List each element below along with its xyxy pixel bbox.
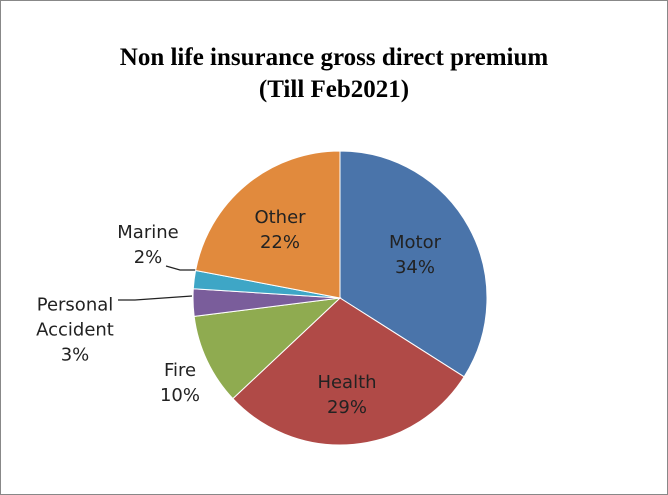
category-label: Health <box>317 372 377 393</box>
value-label: 3% <box>60 344 90 366</box>
leader-line <box>118 295 193 301</box>
category-label: Motor <box>388 232 441 253</box>
pie-slice <box>232 297 465 446</box>
leader-line <box>165 265 197 271</box>
chart-subtitle: (Till Feb2021) <box>259 76 409 103</box>
value-label: 10% <box>159 385 200 406</box>
slice-label: Marine 2% <box>103 220 193 270</box>
category-label: Personal Accident <box>36 294 114 341</box>
slice-label: Other 22% <box>235 205 325 255</box>
slice-label: Fire 10% <box>140 358 220 408</box>
pie-slice <box>195 150 341 299</box>
slice-label: Health 29% <box>302 370 392 420</box>
category-label: Marine <box>117 222 179 243</box>
pie-slice <box>193 297 342 400</box>
chart-title: Non life insurance gross direct premium <box>120 44 549 71</box>
pie-slice <box>339 150 488 378</box>
value-label: 29% <box>326 397 367 418</box>
value-label: 2% <box>133 247 163 268</box>
category-label: Fire <box>163 360 197 381</box>
slice-label: Personal Accident 3% <box>20 293 130 368</box>
slice-label: Motor 34% <box>370 230 460 280</box>
value-label: 22% <box>259 232 300 253</box>
value-label: 34% <box>394 257 435 278</box>
category-label: Other <box>254 207 306 228</box>
